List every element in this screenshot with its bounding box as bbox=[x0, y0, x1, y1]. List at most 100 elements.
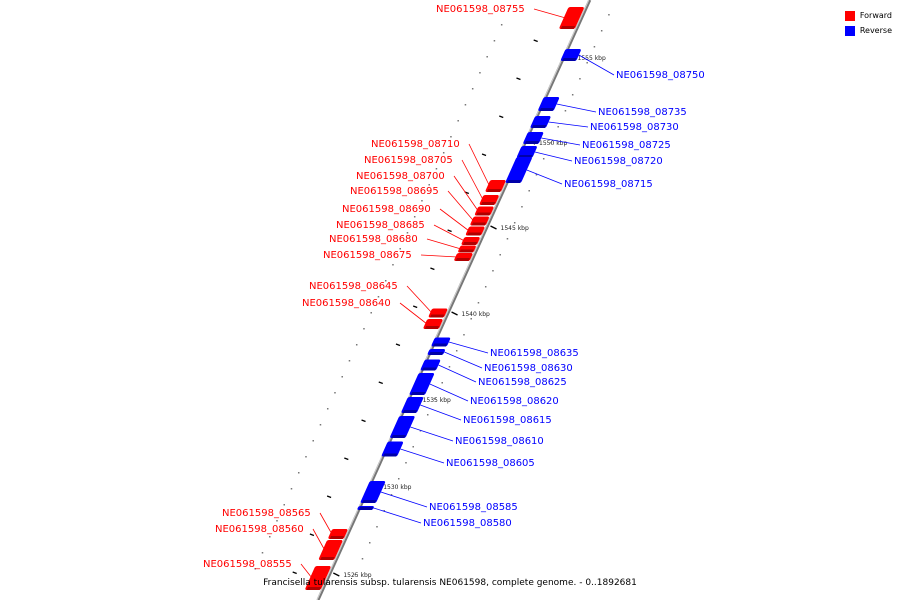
tick-mark bbox=[344, 457, 349, 461]
tick-mark bbox=[499, 115, 504, 119]
gene-label[interactable]: NE061598_08750 bbox=[616, 70, 705, 81]
gene-label[interactable]: NE061598_08695 bbox=[350, 186, 439, 197]
gene-arrow[interactable] bbox=[409, 373, 435, 395]
gene-label[interactable]: NE061598_08755 bbox=[436, 4, 525, 15]
ruler-dot bbox=[435, 168, 438, 170]
ruler-dot bbox=[464, 104, 467, 106]
ruler-dot bbox=[355, 344, 358, 346]
gene-arrow[interactable] bbox=[360, 481, 386, 503]
gene-label[interactable]: NE061598_08645 bbox=[309, 281, 398, 292]
ruler-dot bbox=[600, 30, 603, 32]
gene-NE061598_08555[interactable] bbox=[305, 566, 332, 590]
gene-label[interactable]: NE061598_08680 bbox=[329, 234, 418, 245]
gene-arrow[interactable] bbox=[538, 97, 560, 111]
gene-arrow[interactable] bbox=[505, 157, 533, 183]
gene-label[interactable]: NE061598_08685 bbox=[336, 220, 425, 231]
gene-arrow-shadow bbox=[391, 435, 406, 438]
legend-swatch-reverse bbox=[844, 25, 855, 36]
legend: Forward Reverse bbox=[844, 8, 892, 38]
tick-mark bbox=[412, 305, 418, 309]
gene-label[interactable]: NE061598_08640 bbox=[302, 298, 391, 309]
leader-line bbox=[526, 169, 563, 185]
gene-NE061598_08645[interactable] bbox=[428, 308, 448, 318]
gene-label[interactable]: NE061598_08615 bbox=[463, 415, 552, 426]
gene-NE061598_08750[interactable] bbox=[560, 49, 581, 61]
gene-label[interactable]: NE061598_08735 bbox=[598, 107, 687, 118]
gene-arrow[interactable] bbox=[401, 397, 424, 413]
gene-label[interactable]: NE061598_08705 bbox=[364, 155, 453, 166]
gene-label[interactable]: NE061598_08630 bbox=[484, 363, 573, 374]
leader-line bbox=[541, 137, 581, 146]
gene-arrow[interactable] bbox=[559, 7, 585, 29]
gene-NE061598_08730[interactable] bbox=[530, 116, 551, 128]
gene-arrow[interactable] bbox=[389, 416, 415, 438]
gene-label[interactable]: NE061598_08710 bbox=[371, 139, 460, 150]
coordinate-tick bbox=[490, 225, 497, 230]
gene-label[interactable]: NE061598_08715 bbox=[564, 179, 653, 190]
gene-NE061598_08565[interactable] bbox=[328, 529, 348, 539]
gene-NE061598_08635[interactable] bbox=[431, 337, 451, 347]
gene-arrow-shadow bbox=[430, 314, 445, 318]
gene-NE061598_08640[interactable] bbox=[423, 319, 443, 329]
gene-arrow-shadow bbox=[432, 343, 448, 347]
ruler-dot bbox=[254, 568, 256, 570]
gene-label[interactable]: NE061598_08565 bbox=[222, 508, 311, 519]
gene-NE061598_08705[interactable] bbox=[479, 195, 499, 205]
gene-label[interactable]: NE061598_08725 bbox=[582, 140, 671, 151]
gene-label[interactable]: NE061598_08625 bbox=[478, 377, 567, 388]
gene-NE061598_08685[interactable] bbox=[461, 237, 481, 245]
gene-arrow[interactable] bbox=[381, 441, 404, 457]
gene-arrow-shadow bbox=[362, 500, 377, 503]
gene-NE061598_08690[interactable] bbox=[465, 226, 485, 236]
gene-label[interactable]: NE061598_08585 bbox=[429, 502, 518, 513]
tick-mark bbox=[516, 77, 521, 81]
gene-NE061598_08710[interactable] bbox=[485, 180, 506, 192]
gene-NE061598_08720[interactable] bbox=[516, 146, 537, 158]
gene-NE061598_08625[interactable] bbox=[420, 359, 441, 371]
gene-NE061598_08560[interactable] bbox=[318, 540, 343, 560]
gene-label[interactable]: NE061598_08730 bbox=[590, 122, 679, 133]
gene-NE061598_08675[interactable] bbox=[454, 253, 474, 261]
gene-NE061598_08580[interactable] bbox=[357, 506, 375, 510]
gene-NE061598_08700[interactable] bbox=[474, 206, 494, 216]
gene-label[interactable]: NE061598_08635 bbox=[490, 348, 579, 359]
ruler-dot bbox=[428, 184, 430, 186]
gene-label[interactable]: NE061598_08620 bbox=[470, 396, 559, 407]
gene-label[interactable]: NE061598_08580 bbox=[423, 518, 512, 529]
gene-label[interactable]: NE061598_08690 bbox=[342, 204, 431, 215]
gene-NE061598_08695[interactable] bbox=[470, 216, 490, 226]
ruler-dot bbox=[508, 8, 510, 10]
gene-NE061598_08680[interactable] bbox=[457, 245, 476, 253]
ruler-dot bbox=[326, 408, 329, 410]
gene-arrow[interactable] bbox=[318, 540, 343, 560]
tick-mark bbox=[378, 381, 383, 385]
gene-NE061598_08715[interactable] bbox=[505, 157, 533, 183]
legend-label-reverse: Reverse bbox=[859, 26, 892, 35]
gene-label[interactable]: NE061598_08560 bbox=[215, 524, 304, 535]
label-leader-lines bbox=[300, 8, 615, 579]
gene-label[interactable]: NE061598_08700 bbox=[356, 171, 445, 182]
ruler-dot bbox=[261, 552, 264, 554]
gene-NE061598_08615[interactable] bbox=[401, 397, 424, 413]
gene-NE061598_08755[interactable] bbox=[559, 7, 585, 29]
gene-NE061598_08585[interactable] bbox=[360, 481, 386, 503]
gene-NE061598_08605[interactable] bbox=[381, 441, 404, 457]
gene-label[interactable]: NE061598_08555 bbox=[203, 559, 292, 570]
gene-NE061598_08725[interactable] bbox=[523, 132, 544, 144]
gene-label[interactable]: NE061598_08605 bbox=[446, 458, 535, 469]
gene-label[interactable]: NE061598_08720 bbox=[574, 156, 663, 167]
ruler-dot bbox=[470, 318, 472, 320]
ruler-dot bbox=[399, 248, 401, 250]
gene-NE061598_08620[interactable] bbox=[409, 373, 435, 395]
ruler-dot bbox=[348, 360, 351, 362]
gene-label[interactable]: NE061598_08610 bbox=[455, 436, 544, 447]
ruler-dot bbox=[305, 456, 307, 458]
ruler-dot bbox=[586, 62, 588, 64]
gene-label[interactable]: NE061598_08675 bbox=[323, 250, 412, 261]
gene-NE061598_08610[interactable] bbox=[389, 416, 415, 438]
gene-arrow[interactable] bbox=[305, 566, 332, 590]
gene-NE061598_08630[interactable] bbox=[427, 349, 446, 355]
gene-NE061598_08735[interactable] bbox=[538, 97, 560, 111]
gene-arrow-shadow bbox=[358, 507, 374, 510]
